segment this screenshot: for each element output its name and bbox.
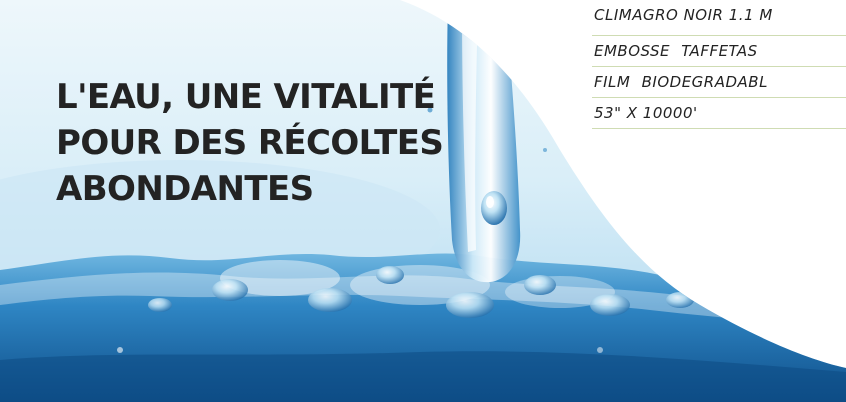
hero-title-line: ABONDANTES (56, 169, 314, 209)
product-spec-list: CLIMAGRO NOIR 1.1 M EMBOSSE TAFFETAS FIL… (592, 0, 846, 160)
spec-item: CLIMAGRO NOIR 1.1 M (592, 0, 846, 36)
hero-title-line: POUR DES RÉCOLTES (56, 123, 444, 163)
spec-item: FILM BIODEGRADABL (592, 67, 846, 98)
hero-title: L'EAU, UNE VITALITÉ POUR DES RÉCOLTES AB… (56, 74, 444, 212)
spec-item: EMBOSSE TAFFETAS (592, 36, 846, 67)
hero-title-line: L'EAU, UNE VITALITÉ (56, 77, 436, 117)
spec-item: 53" X 10000' (592, 98, 846, 129)
